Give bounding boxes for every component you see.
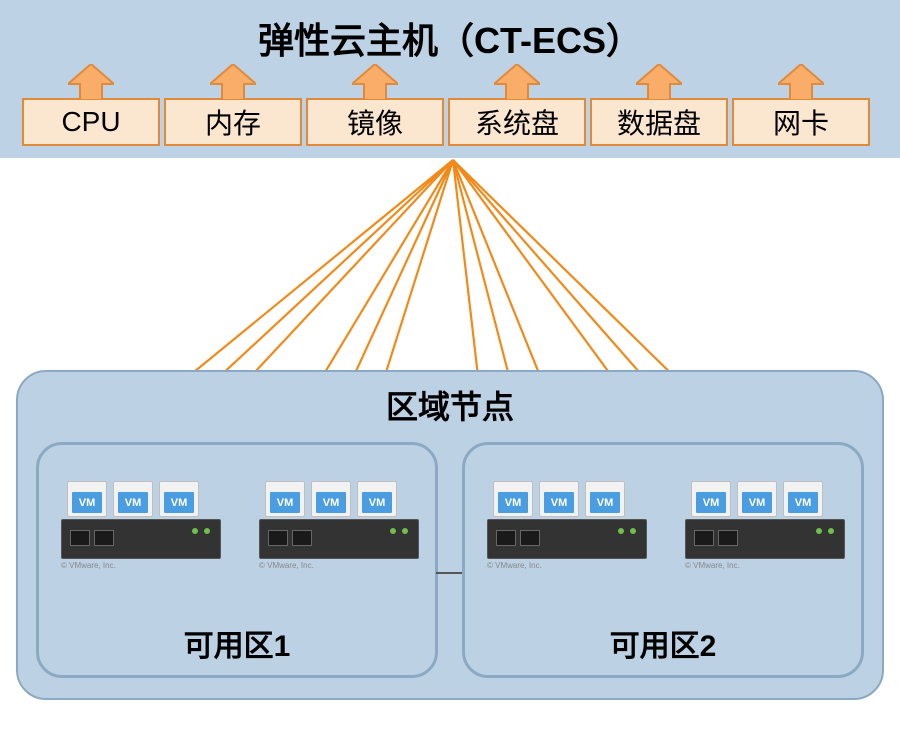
vm-row: VM VM VM bbox=[265, 481, 419, 517]
server-unit: VM VM VM © VMware, Inc. bbox=[487, 481, 647, 570]
vm-label: VM bbox=[742, 492, 772, 513]
server-caption: © VMware, Inc. bbox=[61, 561, 221, 570]
vm-label: VM bbox=[498, 492, 528, 513]
component-memory: 内存 bbox=[164, 98, 302, 146]
server-caption: © VMware, Inc. bbox=[259, 561, 419, 570]
vm: VM bbox=[493, 481, 533, 517]
server-rack-icon bbox=[487, 519, 647, 559]
arrow-up-icon bbox=[778, 64, 824, 100]
vm: VM bbox=[311, 481, 351, 517]
vm-label: VM bbox=[164, 492, 194, 513]
availability-zone-2: VM VM VM © VMware, Inc. VM VM VM © bbox=[462, 442, 864, 678]
vm-label: VM bbox=[316, 492, 346, 513]
vm-row: VM VM VM bbox=[493, 481, 647, 517]
server-rack-icon bbox=[61, 519, 221, 559]
component-image: 镜像 bbox=[306, 98, 444, 146]
server-unit: VM VM VM © VMware, Inc. bbox=[685, 481, 845, 570]
vm-label: VM bbox=[788, 492, 818, 513]
arrow-up-icon bbox=[68, 64, 114, 100]
component-cpu: CPU bbox=[22, 98, 160, 146]
vm: VM bbox=[159, 481, 199, 517]
component-label: 内存 bbox=[205, 102, 261, 142]
component-sysdisk: 系统盘 bbox=[448, 98, 586, 146]
component-label: 镜像 bbox=[347, 102, 403, 142]
component-label: 系统盘 bbox=[475, 102, 559, 142]
vm: VM bbox=[737, 481, 777, 517]
vm-row: VM VM VM bbox=[691, 481, 845, 517]
arrow-up-icon bbox=[352, 64, 398, 100]
server-caption: © VMware, Inc. bbox=[685, 561, 845, 570]
vm: VM bbox=[585, 481, 625, 517]
components-row: CPU 内存 镜像 系统盘 数据盘 bbox=[22, 98, 870, 146]
vm-label: VM bbox=[270, 492, 300, 513]
vm-label: VM bbox=[590, 492, 620, 513]
component-datadisk: 数据盘 bbox=[590, 98, 728, 146]
vm-label: VM bbox=[696, 492, 726, 513]
az-connector-line bbox=[436, 572, 462, 574]
vm-label: VM bbox=[72, 492, 102, 513]
vm: VM bbox=[539, 481, 579, 517]
vm: VM bbox=[783, 481, 823, 517]
product-title: 弹性云主机（CT-ECS） bbox=[0, 12, 900, 64]
arrow-up-icon bbox=[636, 64, 682, 100]
server-caption: © VMware, Inc. bbox=[487, 561, 647, 570]
vm: VM bbox=[67, 481, 107, 517]
arrow-up-icon bbox=[494, 64, 540, 100]
component-nic: 网卡 bbox=[732, 98, 870, 146]
az-label: 可用区1 bbox=[39, 621, 435, 665]
region-panel: 区域节点 VM VM VM © VMware, Inc. VM VM VM bbox=[16, 370, 884, 700]
vm-label: VM bbox=[362, 492, 392, 513]
server-rack-icon bbox=[259, 519, 419, 559]
server-rack-icon bbox=[685, 519, 845, 559]
vm: VM bbox=[113, 481, 153, 517]
availability-zone-1: VM VM VM © VMware, Inc. VM VM VM © bbox=[36, 442, 438, 678]
component-label: 数据盘 bbox=[617, 102, 701, 142]
arrow-up-icon bbox=[210, 64, 256, 100]
az-label: 可用区2 bbox=[465, 621, 861, 665]
vm-label: VM bbox=[118, 492, 148, 513]
region-title: 区域节点 bbox=[18, 382, 882, 428]
top-panel: 弹性云主机（CT-ECS） CPU 内存 镜像 系统盘 bbox=[0, 0, 900, 158]
vm-label: VM bbox=[544, 492, 574, 513]
vm: VM bbox=[691, 481, 731, 517]
vm: VM bbox=[357, 481, 397, 517]
server-unit: VM VM VM © VMware, Inc. bbox=[259, 481, 419, 570]
vm-row: VM VM VM bbox=[67, 481, 221, 517]
vm: VM bbox=[265, 481, 305, 517]
server-unit: VM VM VM © VMware, Inc. bbox=[61, 481, 221, 570]
component-label: CPU bbox=[61, 106, 120, 138]
component-label: 网卡 bbox=[773, 102, 829, 142]
